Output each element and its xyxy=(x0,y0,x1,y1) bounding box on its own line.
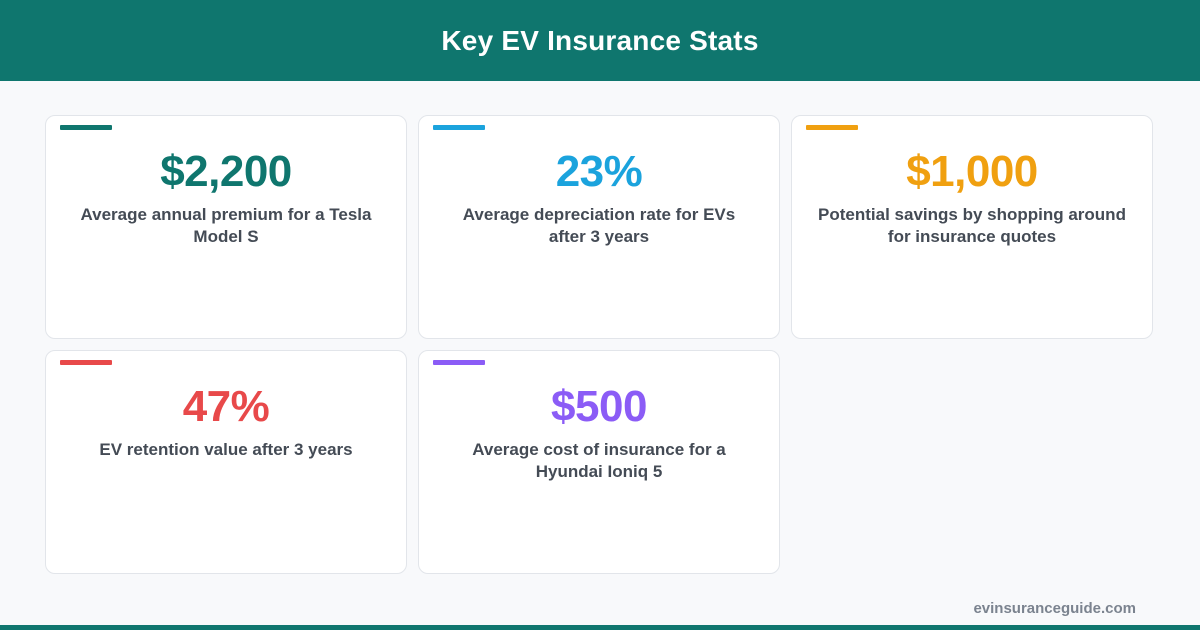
header-banner: Key EV Insurance Stats xyxy=(0,0,1200,81)
stat-card-accent-bar xyxy=(60,360,112,365)
stat-card-accent-bar xyxy=(433,125,485,130)
stat-card-tesla-premium: $2,200 Average annual premium for a Tesl… xyxy=(45,115,407,339)
stat-card-ioniq-cost: $500 Average cost of insurance for a Hyu… xyxy=(418,350,780,574)
stat-card-savings: $1,000 Potential savings by shopping aro… xyxy=(791,115,1153,339)
page-title: Key EV Insurance Stats xyxy=(441,24,759,56)
stat-value: $1,000 xyxy=(906,147,1038,196)
site-url: evinsuranceguide.com xyxy=(973,600,1136,617)
stat-value: 23% xyxy=(555,147,643,196)
stat-card-depreciation: 23% Average depreciation rate for EVs af… xyxy=(418,115,780,339)
bottom-accent-bar xyxy=(0,625,1200,630)
stat-card-retention: 47% EV retention value after 3 years xyxy=(45,350,407,574)
stat-card-accent-bar xyxy=(433,360,485,365)
stat-card-accent-bar xyxy=(60,125,112,130)
stat-value: $500 xyxy=(551,382,647,431)
stat-card-accent-bar xyxy=(806,125,858,130)
stat-label: Average depreciation rate for EVs after … xyxy=(462,205,736,246)
stat-label: Average annual premium for a Tesla Model… xyxy=(80,205,372,246)
stat-label: EV retention value after 3 years xyxy=(99,440,353,459)
stat-label: Average cost of insurance for a Hyundai … xyxy=(472,440,726,481)
stat-label: Potential savings by shopping around for… xyxy=(818,205,1126,246)
stat-value: 47% xyxy=(182,382,270,431)
stat-value: $2,200 xyxy=(160,147,292,196)
